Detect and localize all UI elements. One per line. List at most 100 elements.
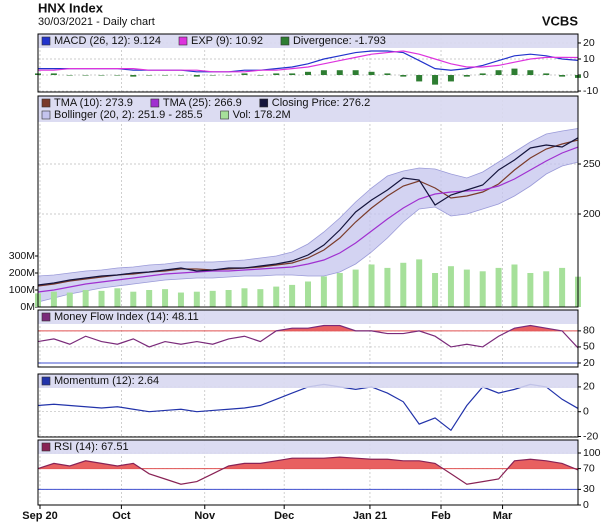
legend-swatch (41, 36, 51, 46)
legend-label: TMA (10): 273.9 (54, 97, 133, 109)
bar (447, 75, 454, 82)
bar (193, 291, 200, 307)
x-tick-label: Mar (493, 510, 513, 522)
legend-swatch (41, 312, 51, 322)
bar (241, 73, 248, 76)
bar (527, 70, 534, 76)
bar (98, 290, 105, 307)
bar (320, 70, 327, 76)
legend-band-cover (38, 34, 578, 48)
legend-band-cover (38, 96, 578, 122)
y-tick-label: 30 (583, 483, 595, 495)
bar (146, 289, 153, 307)
bar (289, 284, 296, 307)
y-tick-label: 80 (583, 325, 595, 337)
bar (66, 75, 73, 76)
bar (193, 75, 200, 77)
bar (543, 271, 550, 307)
bar (162, 289, 169, 307)
legend-band-cover (38, 310, 578, 324)
bar (273, 286, 280, 307)
bar (130, 291, 137, 307)
y-tick-label: 100 (583, 447, 601, 459)
bar (225, 289, 232, 307)
y-tick-label: -20 (583, 430, 598, 442)
panel-frame (37, 33, 579, 93)
bar (82, 289, 89, 307)
legend-swatch (41, 442, 51, 452)
panel-frame (37, 309, 579, 368)
x-tick-label: Jan 21 (353, 510, 387, 522)
series-line (37, 324, 579, 349)
bar (50, 291, 57, 307)
bar (177, 292, 184, 307)
y-tick-label: 70 (583, 462, 595, 474)
bar (305, 71, 311, 76)
legend-swatch (259, 98, 269, 108)
bar (305, 281, 311, 307)
y-tick-label: 10 (583, 53, 595, 65)
panel-frame (37, 439, 579, 506)
bar (114, 288, 121, 307)
y-tick-label: 0 (583, 69, 589, 81)
bar (416, 259, 423, 307)
bar (130, 75, 137, 77)
y-tick-label: 50 (583, 341, 595, 353)
bar (384, 267, 391, 307)
bar (559, 267, 566, 307)
bar (463, 75, 470, 77)
bar (209, 75, 216, 76)
series-line (38, 50, 579, 73)
overbought-shade (38, 457, 575, 469)
legend-label: Divergence: -1.793 (293, 35, 386, 47)
legend-swatch (280, 36, 290, 46)
legend-label: Vol: 178.2M (233, 109, 291, 121)
x-tick-label: Oct (112, 510, 131, 522)
bar (273, 73, 280, 76)
bar (543, 73, 550, 76)
bar (257, 75, 264, 76)
bar (225, 75, 232, 76)
legend-band-cover (38, 374, 578, 388)
bar (368, 71, 375, 76)
y2-tick-label: 0M (20, 301, 35, 313)
y-tick-label: -10 (583, 85, 598, 97)
bar (559, 75, 566, 77)
series-line (37, 139, 579, 287)
bar (495, 267, 502, 307)
y-tick-label: 20 (583, 381, 595, 393)
legend-label: TMA (25): 266.9 (163, 97, 242, 109)
x-tick-label: Dec (274, 510, 294, 522)
legend-swatch (41, 110, 51, 120)
bar (479, 271, 486, 307)
bar (384, 73, 391, 76)
bar (336, 70, 343, 76)
bar (416, 75, 423, 82)
legend-label: RSI (14): 67.51 (54, 441, 129, 453)
legend-label: EXP (9): 10.92 (191, 35, 263, 47)
legend-swatch (178, 36, 188, 46)
y2-tick-label: 100M (9, 284, 35, 296)
bar (289, 73, 296, 76)
panel-frame (37, 95, 579, 308)
bar (209, 290, 216, 307)
legend-label: Money Flow Index (14): 48.11 (54, 311, 199, 323)
legend-label: MACD (26, 12): 9.124 (54, 35, 161, 47)
bar (400, 262, 407, 307)
bar (352, 269, 359, 307)
bar (66, 292, 73, 307)
bar (146, 75, 153, 76)
chart-title: HNX Index (38, 0, 104, 15)
y-tick-label: 0 (583, 405, 589, 417)
bar (320, 276, 327, 307)
bar (511, 68, 518, 76)
bar (432, 272, 439, 307)
bar (432, 75, 439, 85)
y-tick-label: 20 (583, 357, 595, 369)
legend-band-cover (38, 440, 578, 454)
bar (177, 75, 184, 76)
bar (162, 75, 169, 76)
y-tick-label: 20 (583, 37, 595, 49)
bar (241, 288, 248, 307)
